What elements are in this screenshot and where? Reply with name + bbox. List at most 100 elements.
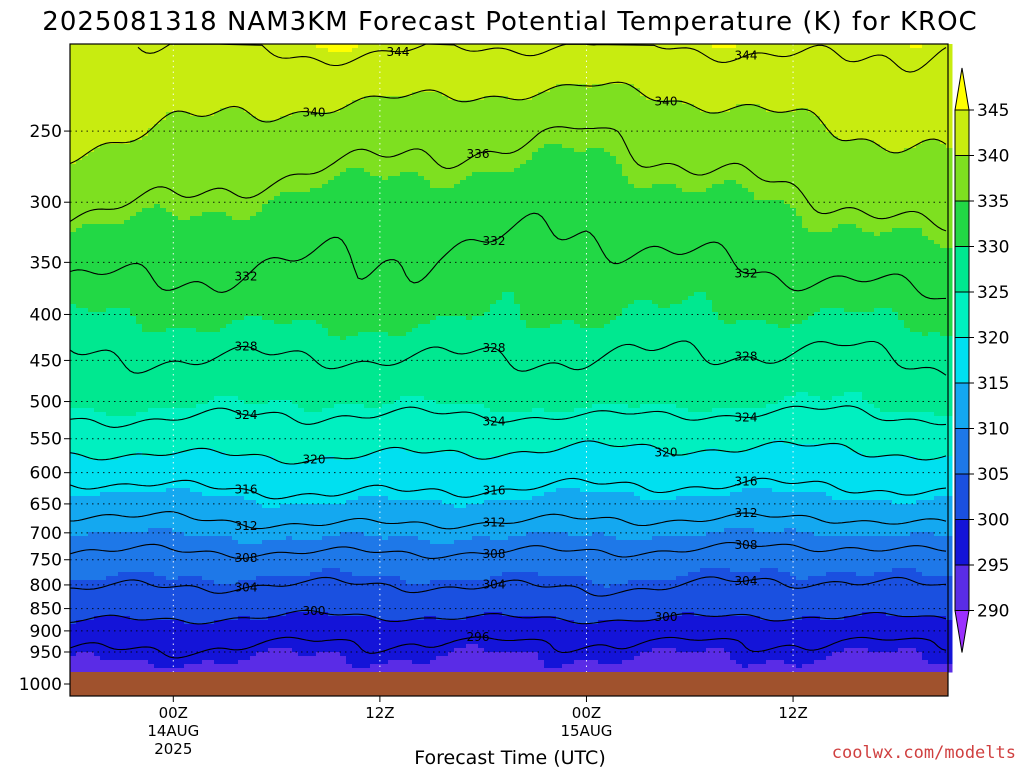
band-cell — [238, 160, 245, 165]
band-cell — [166, 304, 173, 309]
band-cell — [202, 432, 209, 437]
band-cell — [256, 308, 263, 313]
band-cell — [154, 236, 161, 241]
band-cell — [166, 292, 173, 297]
band-cell — [118, 372, 125, 377]
band-cell — [226, 232, 233, 237]
band-cell — [184, 156, 191, 161]
band-cell — [256, 176, 263, 181]
band-cell — [226, 64, 233, 69]
band-cell — [94, 244, 101, 249]
band-cell — [220, 656, 227, 661]
band-cell — [106, 168, 113, 173]
band-cell — [208, 88, 215, 93]
band-cell — [136, 476, 143, 481]
band-cell — [70, 132, 77, 137]
band-cell — [166, 220, 173, 225]
band-cell — [100, 72, 107, 77]
band-cell — [196, 128, 203, 133]
band-cell — [88, 136, 95, 141]
band-cell — [100, 316, 107, 321]
band-cell — [136, 492, 143, 497]
band-cell — [214, 140, 221, 145]
band-cell — [184, 532, 191, 537]
band-cell — [238, 496, 245, 501]
band-cell — [250, 536, 257, 541]
band-cell — [124, 544, 131, 549]
band-cell — [100, 388, 107, 393]
band-cell — [196, 488, 203, 493]
band-cell — [118, 136, 125, 141]
band-cell — [214, 252, 221, 257]
band-cell — [124, 668, 131, 673]
band-cell — [196, 396, 203, 401]
band-cell — [154, 220, 161, 225]
band-cell — [106, 452, 113, 457]
band-cell — [130, 412, 137, 417]
band-cell — [130, 560, 137, 565]
band-cell — [100, 240, 107, 245]
band-cell — [106, 392, 113, 397]
band-cell — [148, 628, 155, 633]
band-cell — [208, 416, 215, 421]
band-cell — [244, 220, 251, 225]
band-cell — [202, 168, 209, 173]
band-cell — [94, 572, 101, 577]
band-cell — [178, 60, 185, 65]
band-cell — [142, 296, 149, 301]
band-cell — [70, 300, 77, 305]
band-cell — [232, 248, 239, 253]
band-cell — [238, 476, 245, 481]
band-cell — [214, 48, 221, 53]
band-cell — [208, 100, 215, 105]
band-cell — [148, 400, 155, 405]
band-cell — [208, 276, 215, 281]
band-cell — [112, 176, 119, 181]
band-cell — [142, 84, 149, 89]
band-cell — [142, 60, 149, 65]
band-cell — [190, 352, 197, 357]
band-cell — [148, 408, 155, 413]
band-cell — [76, 624, 83, 629]
band-cell — [220, 580, 227, 585]
band-cell — [142, 308, 149, 313]
band-cell — [118, 408, 125, 413]
band-cell — [250, 100, 257, 105]
band-cell — [232, 448, 239, 453]
band-cell — [220, 444, 227, 449]
band-cell — [130, 320, 137, 325]
band-cell — [208, 72, 215, 77]
band-cell — [130, 460, 137, 465]
band-cell — [196, 356, 203, 361]
band-cell — [82, 296, 89, 301]
band-cell — [112, 384, 119, 389]
band-cell — [148, 620, 155, 625]
band-cell — [70, 344, 77, 349]
band-cell — [208, 440, 215, 445]
band-cell — [106, 364, 113, 369]
band-cell — [208, 332, 215, 337]
band-cell — [142, 88, 149, 93]
band-cell — [94, 372, 101, 377]
band-cell — [238, 540, 245, 545]
band-cell — [184, 188, 191, 193]
band-cell — [148, 304, 155, 309]
band-cell — [256, 288, 263, 293]
band-cell — [190, 220, 197, 225]
band-cell — [250, 368, 257, 373]
band-cell — [220, 124, 227, 129]
band-cell — [244, 628, 251, 633]
band-cell — [82, 660, 89, 665]
band-cell — [226, 268, 233, 273]
band-cell — [94, 184, 101, 189]
band-cell — [202, 544, 209, 549]
band-cell — [190, 144, 197, 149]
band-cell — [178, 456, 185, 461]
band-cell — [142, 524, 149, 529]
band-cell — [112, 56, 119, 61]
band-cell — [202, 668, 209, 673]
band-cell — [220, 456, 227, 461]
band-cell — [202, 296, 209, 301]
band-cell — [148, 256, 155, 261]
band-cell — [208, 388, 215, 393]
